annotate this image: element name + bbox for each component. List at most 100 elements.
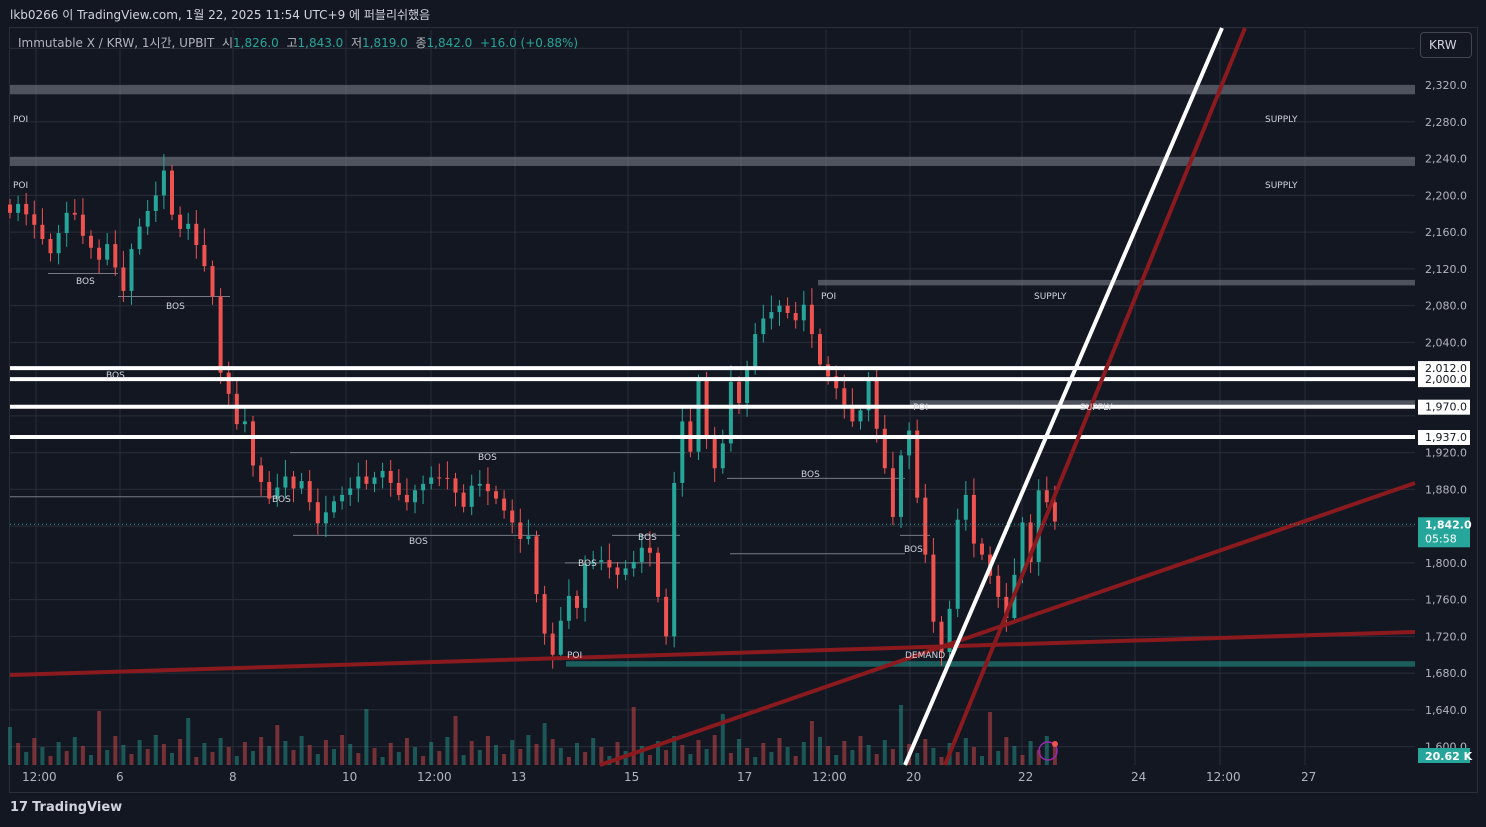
demand-zone bbox=[566, 661, 1415, 667]
volume-bar bbox=[745, 748, 750, 765]
candle bbox=[510, 510, 515, 523]
candle bbox=[404, 494, 409, 503]
candle bbox=[599, 560, 604, 562]
candle bbox=[720, 443, 725, 469]
candle bbox=[275, 487, 280, 499]
candle bbox=[1044, 490, 1049, 503]
candle bbox=[413, 490, 417, 503]
volume-bar bbox=[858, 736, 863, 765]
candle bbox=[939, 621, 944, 652]
time-tick: 17 bbox=[737, 770, 752, 784]
volume-bar bbox=[275, 725, 280, 765]
price-tick: 2,320.0 bbox=[1425, 79, 1467, 92]
supply-label: SUPPLY bbox=[1265, 115, 1298, 125]
volume-bar bbox=[251, 751, 255, 765]
trend-line-red bbox=[943, 27, 1247, 766]
candle bbox=[534, 536, 539, 595]
volume-bar bbox=[170, 753, 174, 765]
candle bbox=[226, 372, 231, 394]
brand-footer[interactable]: 17 TradingView bbox=[10, 800, 122, 815]
supply-zone bbox=[818, 279, 1415, 286]
candle bbox=[348, 488, 353, 495]
volume-bar bbox=[372, 748, 377, 765]
candle bbox=[494, 491, 498, 499]
symbol-title[interactable]: Immutable X / KRW, 1시간, UPBIT bbox=[18, 36, 215, 50]
candle bbox=[161, 170, 166, 196]
time-tick: 13 bbox=[511, 770, 526, 784]
candle bbox=[963, 494, 968, 520]
volume-bar bbox=[915, 753, 920, 765]
volume-bar bbox=[8, 727, 12, 765]
alert-icon[interactable] bbox=[1038, 741, 1058, 761]
volume-bar bbox=[793, 756, 798, 765]
volume-bar bbox=[404, 738, 409, 765]
price-tick: 1,800.0 bbox=[1425, 557, 1467, 570]
tradingview-logo-icon: 17 bbox=[10, 800, 29, 815]
volume-bar bbox=[307, 745, 312, 765]
volume-bar bbox=[16, 743, 21, 765]
candle bbox=[769, 312, 774, 319]
volume-bar bbox=[591, 738, 596, 765]
candle bbox=[380, 471, 385, 478]
volume-bar bbox=[380, 757, 385, 765]
bos-label: BOS bbox=[801, 470, 820, 480]
candle bbox=[186, 223, 191, 229]
volume-bar bbox=[348, 744, 353, 765]
volume-bar bbox=[988, 712, 993, 765]
countdown-label: 05:58 bbox=[1425, 532, 1457, 545]
level-price-label: 1,970.0 bbox=[1425, 401, 1467, 414]
candle bbox=[704, 380, 709, 438]
volume-bar bbox=[680, 745, 685, 765]
candle bbox=[680, 421, 685, 483]
change-value: +16.0 (+0.88%) bbox=[479, 36, 579, 50]
price-tick: 2,280.0 bbox=[1425, 116, 1467, 129]
time-tick: 8 bbox=[229, 770, 237, 784]
supply-label: SUPPLY bbox=[1080, 403, 1113, 413]
candle bbox=[251, 421, 255, 466]
volume-bar bbox=[113, 736, 118, 765]
candle bbox=[372, 477, 377, 484]
volume-bar bbox=[753, 757, 758, 765]
volume-bar bbox=[1044, 736, 1049, 765]
volume-bar bbox=[769, 752, 774, 765]
candle bbox=[639, 547, 644, 562]
volume-bar bbox=[218, 738, 223, 765]
supply-label: SUPPLY bbox=[1034, 292, 1067, 302]
trend-line-red bbox=[9, 630, 1416, 677]
candle bbox=[591, 561, 596, 564]
candle bbox=[8, 204, 12, 213]
last-price-label: 1,842.0 bbox=[1425, 518, 1472, 531]
candle bbox=[64, 212, 69, 234]
candle bbox=[842, 388, 847, 405]
volume-bar bbox=[631, 707, 636, 765]
high-value: 1,843.0 bbox=[297, 36, 344, 50]
bos-label: BOS bbox=[166, 302, 185, 312]
candle bbox=[429, 477, 434, 484]
currency-button[interactable]: KRW bbox=[1420, 32, 1472, 58]
candle bbox=[234, 393, 239, 425]
volume-bar bbox=[210, 752, 215, 765]
volume-bar bbox=[1036, 750, 1041, 765]
volume-bar bbox=[145, 749, 150, 765]
candle bbox=[890, 468, 895, 517]
volume-bar bbox=[639, 746, 644, 765]
volume-bar bbox=[809, 721, 814, 765]
open-label: 시 bbox=[221, 36, 233, 50]
candle bbox=[307, 481, 312, 503]
bos-label: BOS bbox=[638, 533, 657, 543]
bos-label: BOS bbox=[578, 559, 597, 569]
volume-bar bbox=[890, 749, 895, 765]
volume-bar bbox=[615, 742, 620, 765]
volume-bar bbox=[712, 735, 717, 765]
price-tick: 1,760.0 bbox=[1425, 594, 1467, 607]
candle bbox=[607, 560, 612, 568]
candle bbox=[218, 296, 223, 373]
volume-bar bbox=[599, 747, 604, 765]
bos-label: BOS bbox=[904, 545, 923, 555]
volume-bar bbox=[566, 757, 571, 765]
volume-bar bbox=[980, 756, 984, 765]
candle bbox=[461, 492, 466, 507]
volume-bar bbox=[518, 749, 523, 765]
open-value: 1,826.0 bbox=[233, 36, 279, 50]
